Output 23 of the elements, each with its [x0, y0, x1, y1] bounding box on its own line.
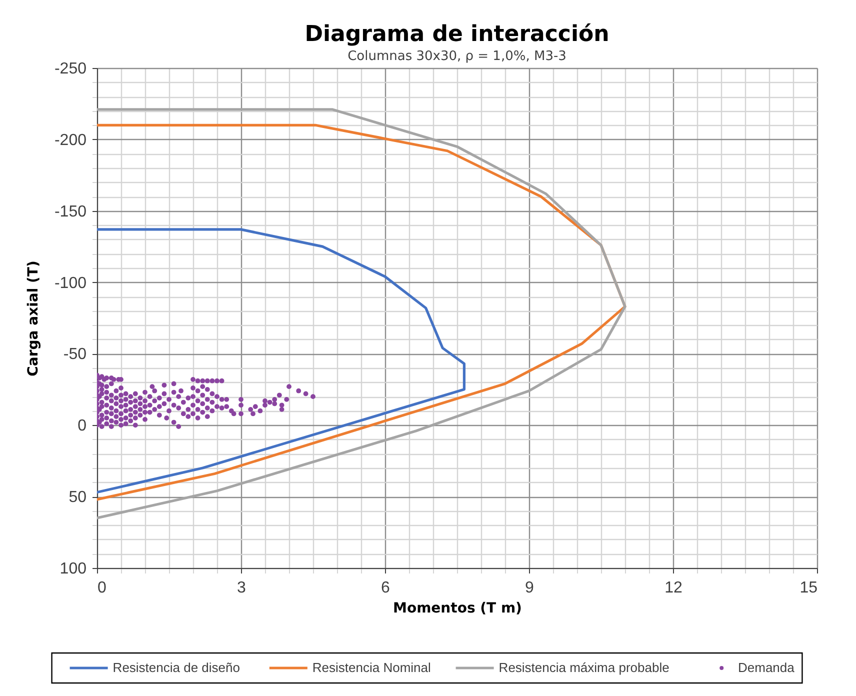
y-axis-title: Carga axial (T) [25, 260, 42, 376]
y-tick-label: -250 [54, 60, 87, 78]
x-tick-label: 15 [800, 580, 818, 596]
x-tick-label: 12 [664, 580, 682, 596]
chart-subtitle: Columnas 30x30, ρ = 1,0%, M3-3 [348, 49, 566, 64]
y-tick-label: 100 [60, 560, 87, 578]
y-tick-label: 0 [78, 418, 87, 435]
chart-title: Diagrama de interacción [304, 22, 610, 47]
legend-label: Resistencia Nominal [312, 660, 432, 675]
x-tick-label: 6 [381, 580, 390, 596]
x-tick-label: 0 [98, 580, 106, 596]
x-tick-label: 3 [237, 580, 246, 596]
y-tick-label: 50 [68, 489, 87, 506]
y-tick-label: -100 [54, 274, 87, 292]
legend-label: Resistencia de diseño [112, 660, 240, 675]
y-tick-label: -200 [54, 132, 87, 149]
y-tick-label: -150 [54, 203, 87, 220]
y-tick-label: -50 [63, 346, 87, 364]
legend-label: Demanda [738, 660, 796, 675]
x-axis-title: Momentos (T m) [393, 600, 522, 616]
legend-label: Resistencia máxima probable [498, 660, 670, 675]
x-tick-label: 9 [525, 580, 534, 596]
line-series [97, 228, 466, 494]
